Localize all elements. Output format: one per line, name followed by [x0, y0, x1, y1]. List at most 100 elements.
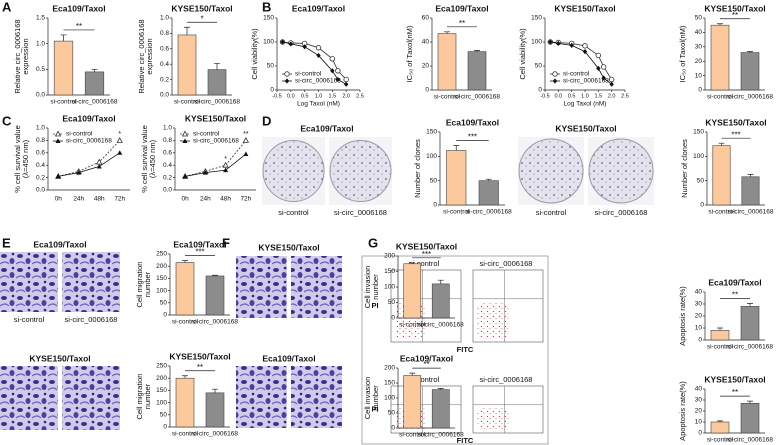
error-bar — [717, 327, 723, 331]
x-tick-label: si-control — [399, 322, 426, 329]
y-tick-label: 0.0 — [36, 92, 45, 99]
y-tick-label: 1.0 — [160, 15, 169, 22]
bar — [84, 71, 105, 96]
y-axis-label: number — [371, 274, 380, 300]
significance: *** — [422, 250, 431, 259]
y-tick-label: 100 — [384, 284, 395, 291]
marker — [202, 170, 208, 175]
y-axis-label: Number of clones — [680, 139, 689, 198]
x-tick-label: si-control — [707, 344, 734, 351]
y-tick-label: 40 — [695, 289, 703, 296]
y-tick-label: 0 — [425, 87, 429, 94]
x-tick-label: si-control — [707, 437, 734, 444]
chart-title: Eca109/Taxol — [292, 3, 345, 13]
marker — [54, 130, 62, 137]
marker — [330, 68, 335, 74]
y-tick-label: 60 — [422, 15, 430, 22]
marker — [55, 138, 61, 143]
x-tick-label: 72h — [240, 196, 251, 203]
y-tick-label: 40 — [422, 39, 430, 46]
x-tick-label: 0h — [55, 196, 63, 203]
error-bar — [214, 63, 220, 70]
marker — [582, 43, 588, 49]
x-tick-label: 2.5 — [356, 93, 364, 99]
x-tick-label: 1.0 — [315, 93, 323, 99]
y-tick-label: 0 — [538, 87, 542, 94]
x-tick-label: 0.5 — [301, 93, 309, 99]
y-axis-label: number — [143, 383, 152, 409]
image-title: Eca109/Taxol — [33, 239, 86, 249]
marker — [116, 136, 123, 143]
y-tick-label: 40 — [695, 29, 703, 36]
x-tick-label: 48h — [220, 196, 231, 203]
y-tick-label: 50 — [160, 300, 168, 307]
y-tick-label: 0 — [391, 315, 395, 322]
chart-title: KYSE150/Taxol — [704, 374, 765, 384]
error-bar — [91, 68, 98, 72]
y-tick-label: 0.5 — [36, 66, 45, 73]
chart-title: Eca109/Taxol — [400, 353, 453, 363]
x-tick-label: si-control — [172, 319, 199, 326]
flow-frame — [361, 255, 549, 445]
x-axis-label: Log Taxol (nM) — [564, 101, 607, 108]
marker — [556, 40, 561, 47]
colony-dish — [329, 140, 392, 202]
y-tick-label: 100 — [263, 39, 274, 46]
x-tick-label: si-circ_0006168 — [418, 322, 464, 329]
bar — [437, 33, 457, 91]
legend-label: si-control — [66, 131, 93, 138]
y-axis-label: expression — [21, 38, 30, 74]
y-axis-label: (λ=450 nm) — [21, 139, 30, 178]
y-tick-label: 100 — [156, 399, 167, 406]
bar — [431, 389, 450, 429]
y-tick-label: 150 — [384, 268, 395, 275]
y-tick-label: 150 — [693, 129, 704, 136]
y-tick-label: 150 — [426, 129, 437, 136]
y-tick-label: 40 — [695, 386, 703, 393]
bar — [403, 375, 422, 429]
y-tick-label: 100 — [384, 395, 395, 402]
panel-label: C — [2, 113, 12, 128]
y-tick-label: 100 — [693, 153, 704, 160]
bar — [467, 51, 487, 91]
chart-title: Eca109/Taxol — [446, 117, 499, 127]
marker — [284, 71, 290, 77]
chart-title: KYSE150/Taxol — [185, 113, 246, 123]
marker — [55, 173, 61, 179]
marker — [280, 39, 285, 45]
panel-label: F — [222, 235, 230, 250]
image-title: Eca109/Taxol — [262, 353, 315, 363]
chart-title: KYSE150/Taxol — [554, 3, 615, 13]
y-tick-label: 50 — [430, 177, 438, 184]
marker — [222, 161, 229, 168]
y-tick-label: 150 — [156, 275, 167, 282]
significance: ** — [732, 291, 738, 300]
panel-label: B — [262, 0, 271, 14]
y-tick-label: 0 — [163, 312, 167, 319]
y-tick-label: 200 — [156, 263, 167, 270]
y-tick-label: 0 — [698, 337, 702, 344]
x-tick-label: 24h — [73, 196, 84, 203]
y-tick-label: 50 — [267, 63, 275, 70]
image-title: KYSE150/Taxol — [258, 242, 319, 252]
x-axis-label: Log Taxol (nM) — [297, 101, 340, 108]
chart-title: KYSE150/Taxol — [705, 117, 766, 127]
y-tick-label: 0.4 — [36, 162, 45, 169]
x-tick-label: 2.5 — [621, 93, 629, 99]
y-tick-label: 1.0 — [163, 125, 172, 132]
marker — [302, 44, 307, 50]
y-tick-label: 10 — [695, 419, 703, 426]
micrograph — [62, 366, 120, 430]
y-axis-label: Cell invasion — [363, 266, 372, 309]
y-axis-label: Apoptosis rate(%) — [678, 381, 687, 441]
micrograph — [236, 366, 287, 428]
marker — [343, 81, 349, 87]
significance: ** — [76, 22, 82, 31]
y-axis-label: expression — [145, 38, 154, 74]
x-tick-label: si-circ_0006168 — [454, 94, 500, 101]
marker — [284, 78, 290, 84]
y-tick-label: 1.5 — [36, 15, 45, 22]
bar — [53, 40, 74, 96]
significance: *** — [731, 130, 740, 139]
